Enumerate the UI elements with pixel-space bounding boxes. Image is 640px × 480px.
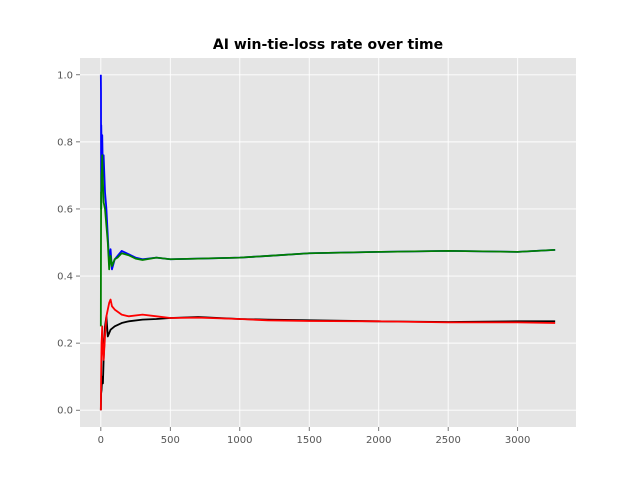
x-tick-label: 3000 [505, 435, 530, 446]
y-tick-label: 0.4 [57, 272, 73, 283]
x-tick-label: 1500 [297, 435, 322, 446]
series-line-3 [99, 298, 556, 411]
x-tick-label: 0 [98, 435, 104, 446]
x-tick-label: 1000 [227, 435, 252, 446]
x-tick-label: 500 [161, 435, 180, 446]
plot-area [80, 58, 576, 427]
y-tick-label: 0.0 [57, 406, 73, 417]
y-tick-label: 1.0 [57, 70, 73, 81]
series-group [99, 74, 556, 411]
y-axis: 0.0 0.2 0.4 0.6 0.8 1.0 [57, 70, 80, 417]
x-tick-label: 2500 [435, 435, 460, 446]
series-line-1 [99, 154, 556, 327]
y-tick-label: 0.6 [57, 204, 73, 215]
grid-lines [80, 58, 576, 427]
x-axis: 0 500 1000 1500 2000 2500 3000 [98, 427, 530, 446]
y-tick-label: 0.2 [57, 339, 73, 350]
x-tick-label: 2000 [366, 435, 391, 446]
y-tick-label: 0.8 [57, 137, 73, 148]
chart-title: AI win-tie-loss rate over time [213, 37, 443, 53]
